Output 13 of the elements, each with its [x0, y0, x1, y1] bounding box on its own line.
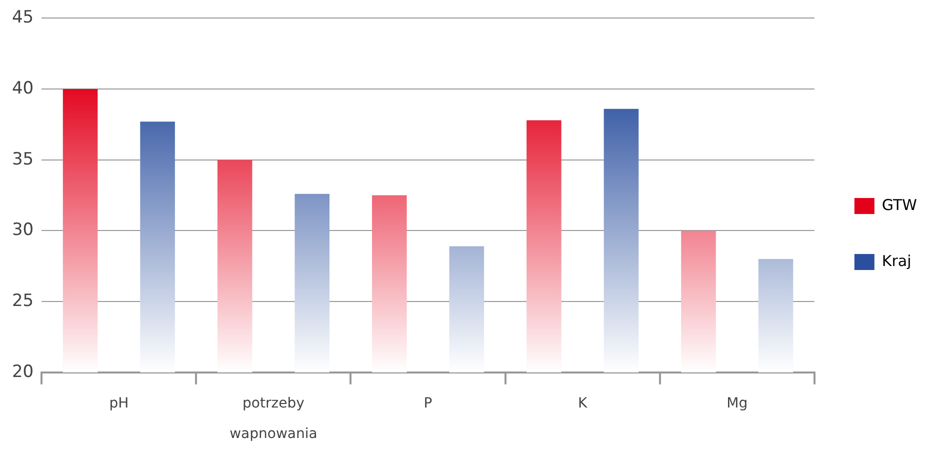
x-tick-label: potrzeby wapnowania: [230, 395, 318, 442]
y-tick-label: 20: [12, 362, 34, 382]
y-tick-label: 40: [12, 78, 34, 98]
x-tick-label: K: [578, 395, 588, 412]
y-tick-label: 45: [12, 8, 34, 28]
y-tick-label: 35: [12, 149, 34, 170]
legend-label: GTW: [882, 196, 918, 214]
y-tick-label: 30: [12, 220, 34, 240]
x-tick-label: Mg: [726, 395, 748, 412]
x-tick-label: P: [424, 395, 432, 412]
legend-label: Kraj: [882, 252, 912, 270]
x-tick-label: pH: [109, 395, 129, 412]
y-tick-label: 25: [12, 290, 34, 311]
